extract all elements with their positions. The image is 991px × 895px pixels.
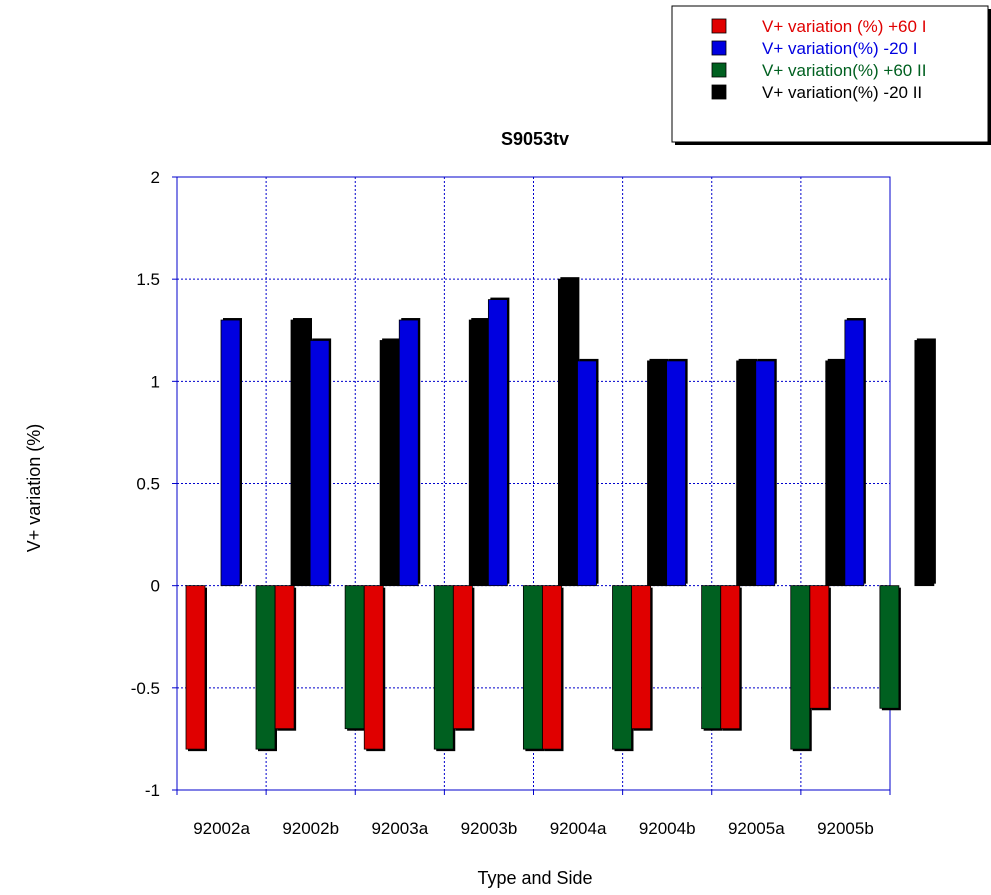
- bar: [220, 319, 241, 587]
- legend-swatch: [711, 40, 727, 56]
- bar: [825, 360, 846, 587]
- legend-label: V+ variation(%) -20 I: [762, 39, 917, 58]
- bar: [844, 319, 865, 587]
- bar: [612, 585, 632, 750]
- legend-swatch: [711, 84, 727, 100]
- legend-label: V+ variation(%) +60 II: [762, 61, 926, 80]
- bar: [398, 319, 419, 587]
- plot-area: -1 -0.5 0 0.5 1 1.5 2 92002a 92002b 92003a 92003b…: [131, 168, 936, 838]
- y-tick-label: -0.5: [131, 679, 160, 698]
- bar: [666, 360, 687, 587]
- x-tick-label: 92002a: [193, 819, 250, 838]
- y-tick-label: 2: [151, 168, 160, 187]
- bar: [309, 340, 330, 587]
- legend-swatch: [711, 18, 727, 34]
- bar: [914, 340, 935, 587]
- x-tick-label: 92005b: [817, 819, 874, 838]
- y-tick-label: 0: [151, 577, 160, 596]
- legend-swatch: [711, 62, 727, 78]
- bar: [274, 585, 295, 730]
- bar: [557, 278, 578, 587]
- x-tick-label: 92003b: [461, 819, 518, 838]
- bar: [631, 585, 652, 730]
- bar: [452, 585, 473, 730]
- bar: [755, 360, 776, 587]
- y-tick-label: 0.5: [136, 475, 160, 494]
- x-tick-label: 92005a: [728, 819, 785, 838]
- bar: [736, 360, 757, 587]
- bar: [542, 585, 562, 750]
- bar: [701, 585, 722, 730]
- bar: [647, 360, 667, 587]
- y-tick-label: 1: [151, 372, 160, 391]
- bar: [790, 585, 811, 750]
- x-tick-label: 92002b: [282, 819, 339, 838]
- y-tick-label: 1.5: [136, 270, 160, 289]
- y-axis-label: V+ variation (%): [24, 424, 44, 553]
- y-tick-label: -1: [145, 781, 160, 800]
- x-tick-label: 92004b: [639, 819, 696, 838]
- bar: [720, 585, 741, 730]
- bar: [363, 585, 384, 750]
- x-axis-label: Type and Side: [477, 868, 592, 888]
- x-tick-label: 92003a: [371, 819, 428, 838]
- bar: [185, 585, 206, 750]
- bar: [433, 585, 454, 750]
- legend-label: V+ variation (%) +60 I: [762, 17, 926, 36]
- bar: [522, 585, 543, 750]
- x-tick-label: 92004a: [550, 819, 607, 838]
- bar: [468, 319, 489, 587]
- bar: [255, 585, 276, 750]
- bar: [379, 340, 400, 587]
- bar: [290, 319, 311, 587]
- bar: [809, 585, 830, 709]
- bar: [487, 299, 508, 587]
- bar: [577, 360, 597, 587]
- legend-label: V+ variation(%) -20 II: [762, 83, 922, 102]
- bar: [879, 585, 900, 709]
- bar: [344, 585, 365, 730]
- chart-title: S9053tv: [501, 129, 569, 149]
- legend: V+ variation (%) +60 I V+ variation(%) -2…: [671, 5, 991, 145]
